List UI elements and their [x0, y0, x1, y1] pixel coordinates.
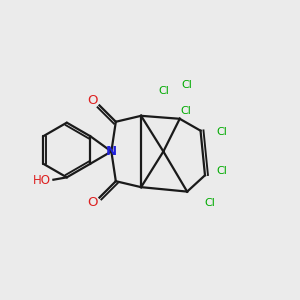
Text: Cl: Cl [216, 127, 227, 137]
Text: Cl: Cl [159, 85, 170, 96]
Text: Cl: Cl [204, 199, 215, 208]
Text: Cl: Cl [216, 166, 227, 176]
Text: O: O [88, 94, 98, 107]
Text: O: O [88, 196, 98, 208]
Text: HO: HO [32, 174, 50, 187]
Text: N: N [106, 145, 117, 158]
Text: Cl: Cl [180, 106, 191, 116]
Text: Cl: Cl [182, 80, 193, 90]
